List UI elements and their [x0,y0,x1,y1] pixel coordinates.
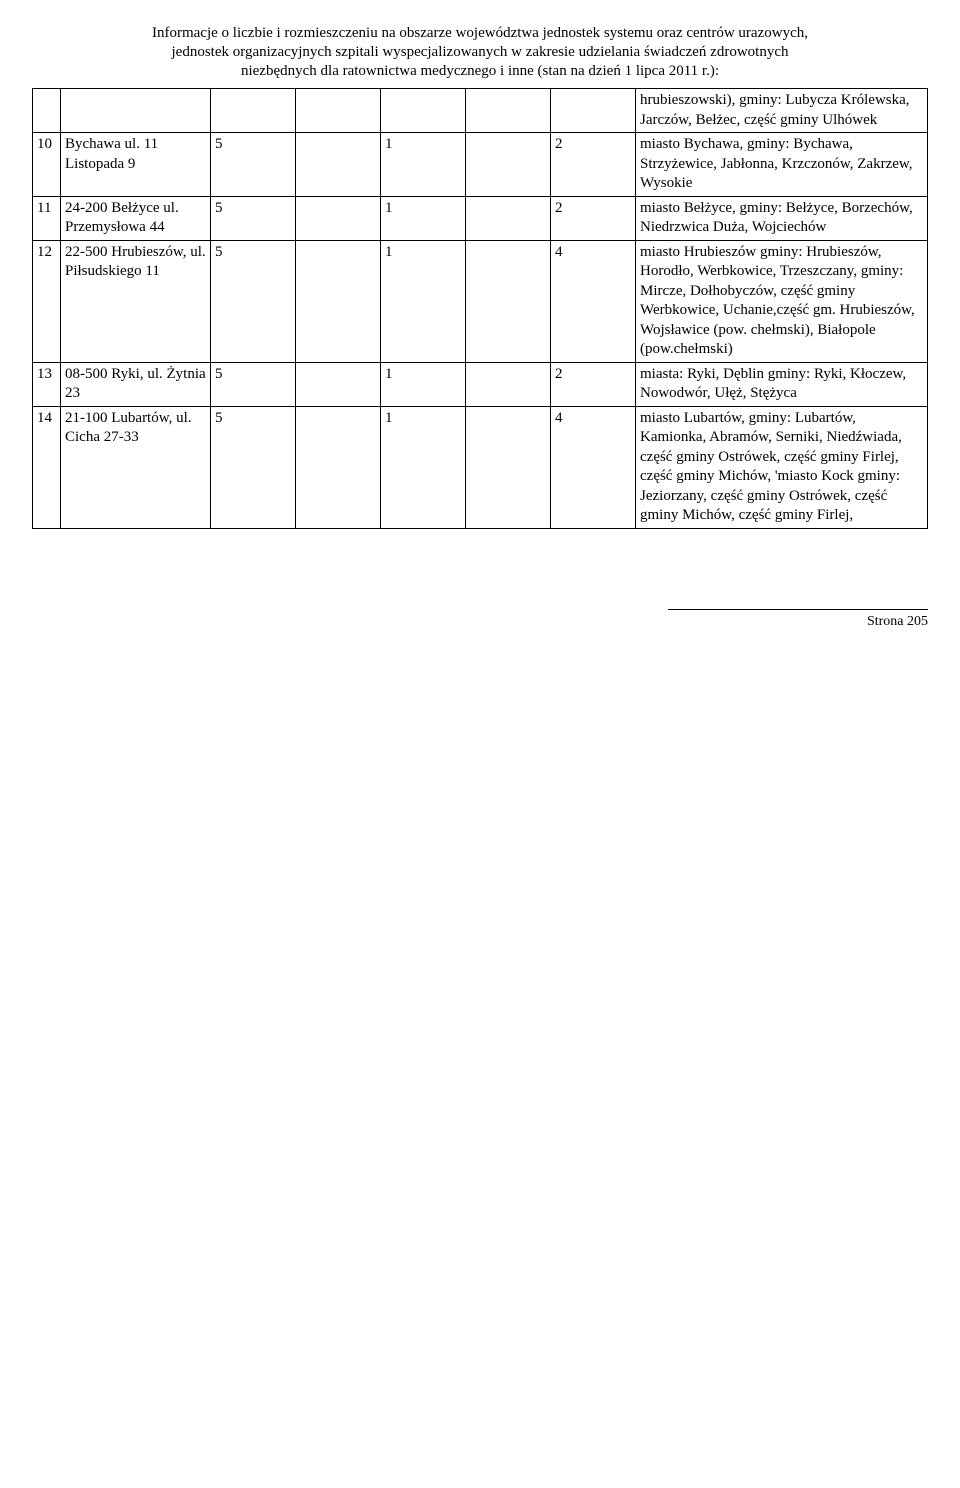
table-row: 1124-200 Bełżyce ul. Przemysłowa 445 1 2mi… [33,196,928,240]
cell-c2 [211,89,296,133]
cell-c6: 2 [551,362,636,406]
cell-c2: 5 [211,362,296,406]
cell-addr: 08-500 Ryki, ul. Żytnia 23 [61,362,211,406]
table-row: 1222-500 Hrubieszów, ul. Piłsudskiego 11… [33,240,928,362]
cell-addr: Bychawa ul. 11 Listopada 9 [61,133,211,197]
cell-c6: 2 [551,196,636,240]
cell-c4: 1 [381,362,466,406]
data-table: hrubieszowski), gminy: Lubycza Królewska… [32,88,928,529]
cell-idx: 13 [33,362,61,406]
cell-desc: miasto Lubartów, gminy: Lubartów, Kamion… [636,406,928,528]
cell-c3 [296,240,381,362]
cell-addr: 24-200 Bełżyce ul. Przemysłowa 44 [61,196,211,240]
cell-desc: miasto Bełżyce, gminy: Bełżyce, Borzechó… [636,196,928,240]
cell-c5 [466,196,551,240]
cell-addr: 22-500 Hrubieszów, ul. Piłsudskiego 11 [61,240,211,362]
cell-c3 [296,362,381,406]
cell-addr [61,89,211,133]
cell-idx: 11 [33,196,61,240]
cell-c4: 1 [381,133,466,197]
cell-desc: hrubieszowski), gminy: Lubycza Królewska… [636,89,928,133]
cell-c2: 5 [211,406,296,528]
cell-c3 [296,406,381,528]
page-number: Strona 205 [668,609,928,630]
cell-c5 [466,89,551,133]
cell-c3 [296,133,381,197]
cell-c5 [466,406,551,528]
cell-c5 [466,362,551,406]
table-row: hrubieszowski), gminy: Lubycza Królewska… [33,89,928,133]
cell-c6: 2 [551,133,636,197]
cell-c3 [296,89,381,133]
cell-idx [33,89,61,133]
table-row: 1421-100 Lubartów, ul. Cicha 27-33514mia… [33,406,928,528]
cell-c6 [551,89,636,133]
header-line-1: Informacje o liczbie i rozmieszczeniu na… [32,24,928,43]
cell-idx: 10 [33,133,61,197]
cell-c3 [296,196,381,240]
cell-c4: 1 [381,406,466,528]
page-header: Informacje o liczbie i rozmieszczeniu na… [32,24,928,80]
cell-c6: 4 [551,240,636,362]
cell-c5 [466,133,551,197]
cell-desc: miasto Hrubieszów gminy: Hrubieszów, Hor… [636,240,928,362]
cell-c2: 5 [211,133,296,197]
cell-c4: 1 [381,240,466,362]
cell-c6: 4 [551,406,636,528]
cell-addr: 21-100 Lubartów, ul. Cicha 27-33 [61,406,211,528]
cell-idx: 14 [33,406,61,528]
footer: Strona 205 [668,609,928,630]
cell-c2: 5 [211,240,296,362]
cell-desc: miasta: Ryki, Dęblin gminy: Ryki, Kłocze… [636,362,928,406]
table-row: 1308-500 Ryki, ul. Żytnia 235 1 2miasta: R… [33,362,928,406]
cell-idx: 12 [33,240,61,362]
table-row: 10Bychawa ul. 11 Listopada 95 1 2miasto By… [33,133,928,197]
cell-c4 [381,89,466,133]
header-line-3: niezbędnych dla ratownictwa medycznego i… [32,62,928,81]
cell-c5 [466,240,551,362]
cell-c2: 5 [211,196,296,240]
cell-desc: miasto Bychawa, gminy: Bychawa, Strzyżew… [636,133,928,197]
header-line-2: jednostek organizacyjnych szpitali wyspe… [32,43,928,62]
cell-c4: 1 [381,196,466,240]
